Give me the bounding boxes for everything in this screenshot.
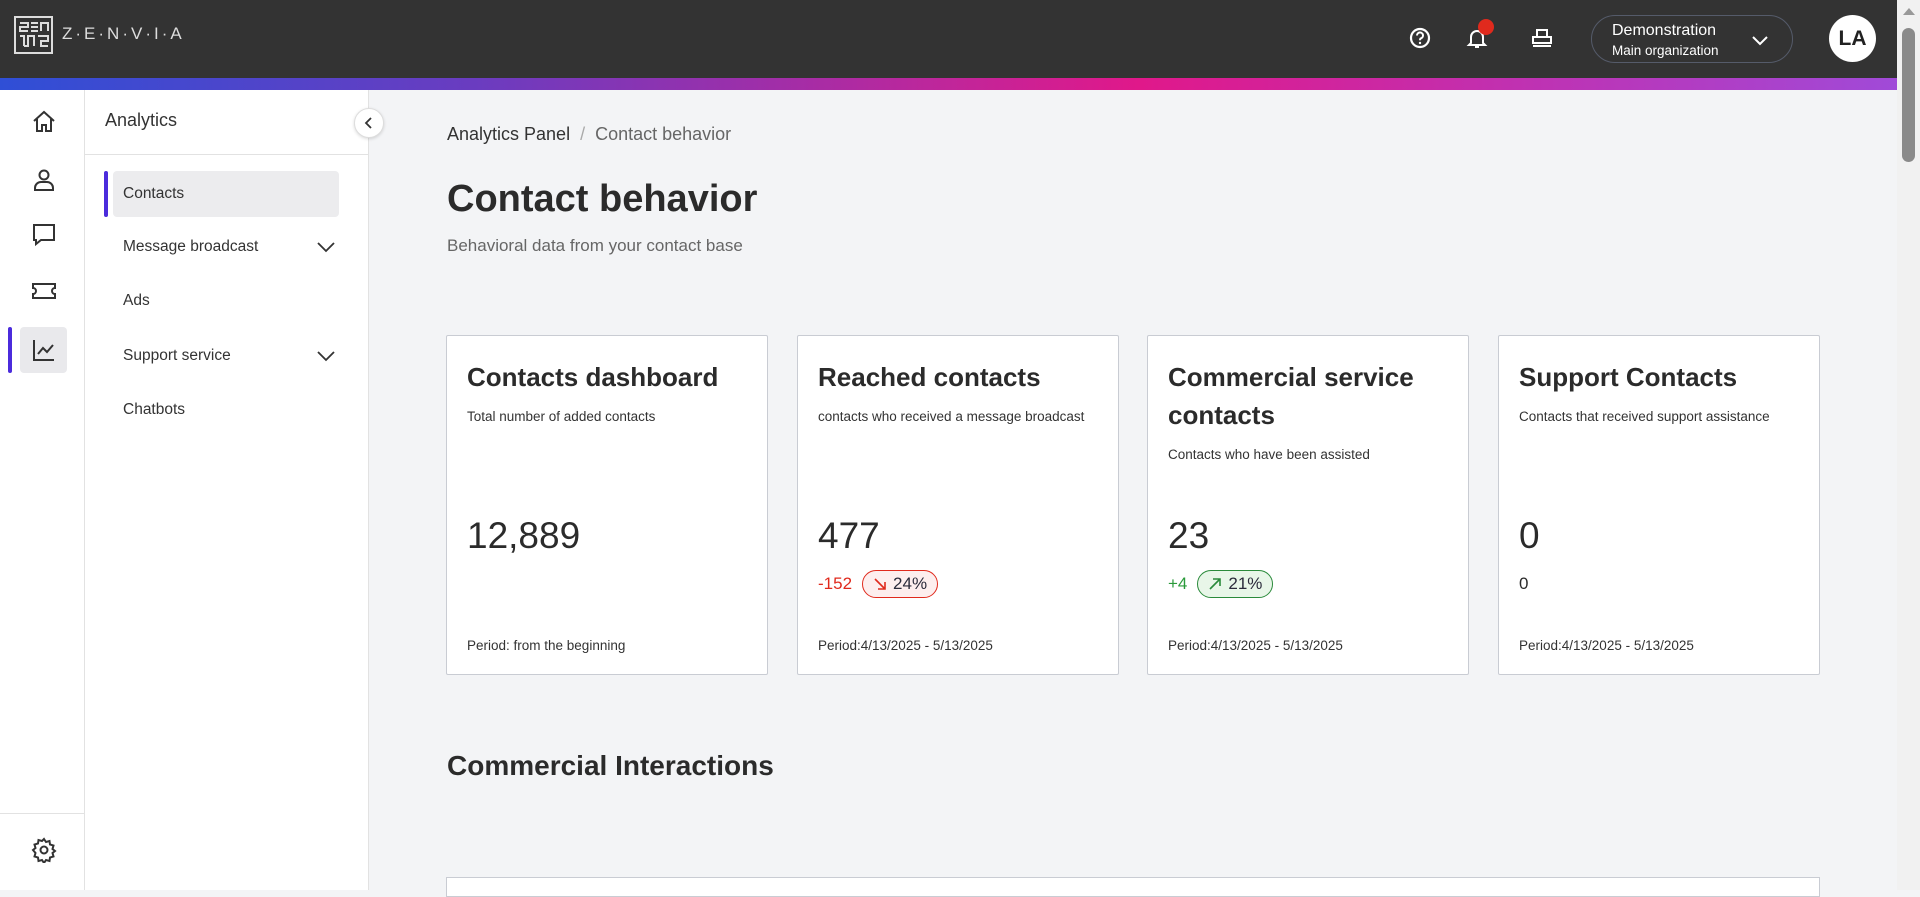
- trend-percent: 24%: [893, 574, 928, 593]
- breadcrumb-separator: /: [580, 124, 586, 144]
- card-period: Period:4/13/2025 - 5/13/2025: [1168, 638, 1343, 653]
- trend-badge: 21%: [1197, 570, 1274, 598]
- user-icon[interactable]: [20, 157, 67, 203]
- organization-selector[interactable]: Demonstration Main organization: [1591, 15, 1793, 63]
- trend-percent: 21%: [1228, 574, 1263, 593]
- card-delta: 0: [1519, 574, 1529, 593]
- sidebar-item-label: Chatbots: [123, 401, 186, 418]
- sidebar-item-chatbots[interactable]: Chatbots: [113, 387, 339, 433]
- printer-icon[interactable]: [1528, 24, 1556, 52]
- sidebar-item-support-service[interactable]: Support service: [113, 333, 339, 379]
- commercial-service-contacts-card: Commercial service contacts Contacts who…: [1147, 335, 1469, 675]
- card-value: 477: [818, 515, 880, 556]
- top-bar: Z·E·N·V·I·A Demonstration Main organizat…: [0, 0, 1897, 78]
- card-subtitle: contacts who received a message broadcas…: [818, 409, 1085, 424]
- notification-badge: [1478, 19, 1494, 35]
- chart-icon[interactable]: [20, 327, 67, 373]
- home-icon[interactable]: [20, 99, 67, 145]
- chevron-down-icon: [1752, 36, 1768, 46]
- page-subtitle: Behavioral data from your contact base: [447, 236, 743, 255]
- scroll-up-arrow[interactable]: [1903, 8, 1915, 15]
- active-indicator: [8, 327, 12, 373]
- page-title: Contact behavior: [447, 178, 758, 220]
- card-subtitle: Contacts that received support assistanc…: [1519, 409, 1770, 424]
- card-subtitle: Total number of added contacts: [467, 409, 656, 424]
- breadcrumb-current: Contact behavior: [595, 124, 732, 144]
- breadcrumb-root[interactable]: Analytics Panel: [447, 124, 571, 144]
- scrollbar-thumb[interactable]: [1902, 28, 1915, 162]
- sidebar-item-label: Message broadcast: [123, 238, 259, 255]
- active-indicator: [104, 171, 108, 217]
- sidebar-item-ads[interactable]: Ads: [113, 278, 339, 324]
- card-value: 0: [1519, 515, 1540, 556]
- brand-gradient-bar: [0, 78, 1897, 90]
- card-period: Period: from the beginning: [467, 638, 626, 653]
- sidebar-item-label: Contacts: [123, 185, 185, 202]
- card-title: Support Contacts: [1519, 362, 1738, 392]
- analytics-sidebar: Analytics Contacts Message broadcast Ads…: [85, 90, 369, 890]
- card-title: Reached contacts: [818, 362, 1041, 392]
- card-value: 12,889: [467, 515, 581, 556]
- trend-badge: 24%: [862, 570, 939, 598]
- commercial-interactions-panel: [446, 877, 1820, 897]
- rail-divider: [0, 813, 85, 814]
- chevron-down-icon: [317, 242, 335, 253]
- breadcrumb: Analytics Panel / Contact behavior: [447, 124, 731, 145]
- card-title: Commercial service contacts: [1168, 362, 1414, 430]
- contacts-dashboard-card: Contacts dashboard Total number of added…: [446, 335, 768, 675]
- card-period: Period:4/13/2025 - 5/13/2025: [818, 638, 993, 653]
- sidebar-item-label: Support service: [123, 347, 231, 364]
- brand-name: Z·E·N·V·I·A: [62, 24, 185, 43]
- card-title: Contacts dashboard: [467, 362, 719, 392]
- zenvia-logo[interactable]: [14, 16, 53, 54]
- avatar[interactable]: LA: [1829, 15, 1876, 62]
- card-value: 23: [1168, 515, 1210, 556]
- card-period: Period:4/13/2025 - 5/13/2025: [1519, 638, 1694, 653]
- sidebar-title: Analytics: [105, 110, 178, 130]
- sidebar-item-label: Ads: [123, 292, 150, 309]
- icon-rail: [0, 90, 85, 890]
- org-sub: Main organization: [1612, 43, 1719, 58]
- collapse-sidebar-button[interactable]: [354, 108, 384, 138]
- org-name: Demonstration: [1612, 22, 1717, 39]
- arrow-down-right-icon: [874, 578, 886, 590]
- ticket-icon[interactable]: [20, 268, 67, 314]
- support-contacts-card: Support Contacts Contacts that received …: [1498, 335, 1820, 675]
- help-icon[interactable]: [1406, 24, 1434, 52]
- scrollbar[interactable]: [1897, 0, 1920, 890]
- card-delta: -152: [818, 574, 853, 593]
- chevron-left-icon: [364, 117, 372, 129]
- chevron-down-icon: [317, 351, 335, 362]
- reached-contacts-card: Reached contacts contacts who received a…: [797, 335, 1119, 675]
- sidebar-divider: [85, 154, 369, 155]
- arrow-up-right-icon: [1209, 578, 1222, 590]
- card-subtitle: Contacts who have been assisted: [1168, 447, 1370, 462]
- section-title: Commercial Interactions: [447, 750, 774, 781]
- sidebar-item-contacts[interactable]: Contacts: [113, 171, 339, 217]
- card-delta: +4: [1168, 574, 1188, 593]
- sidebar-item-message-broadcast[interactable]: Message broadcast: [113, 224, 339, 270]
- chat-icon[interactable]: [20, 212, 67, 258]
- gear-icon[interactable]: [20, 827, 67, 873]
